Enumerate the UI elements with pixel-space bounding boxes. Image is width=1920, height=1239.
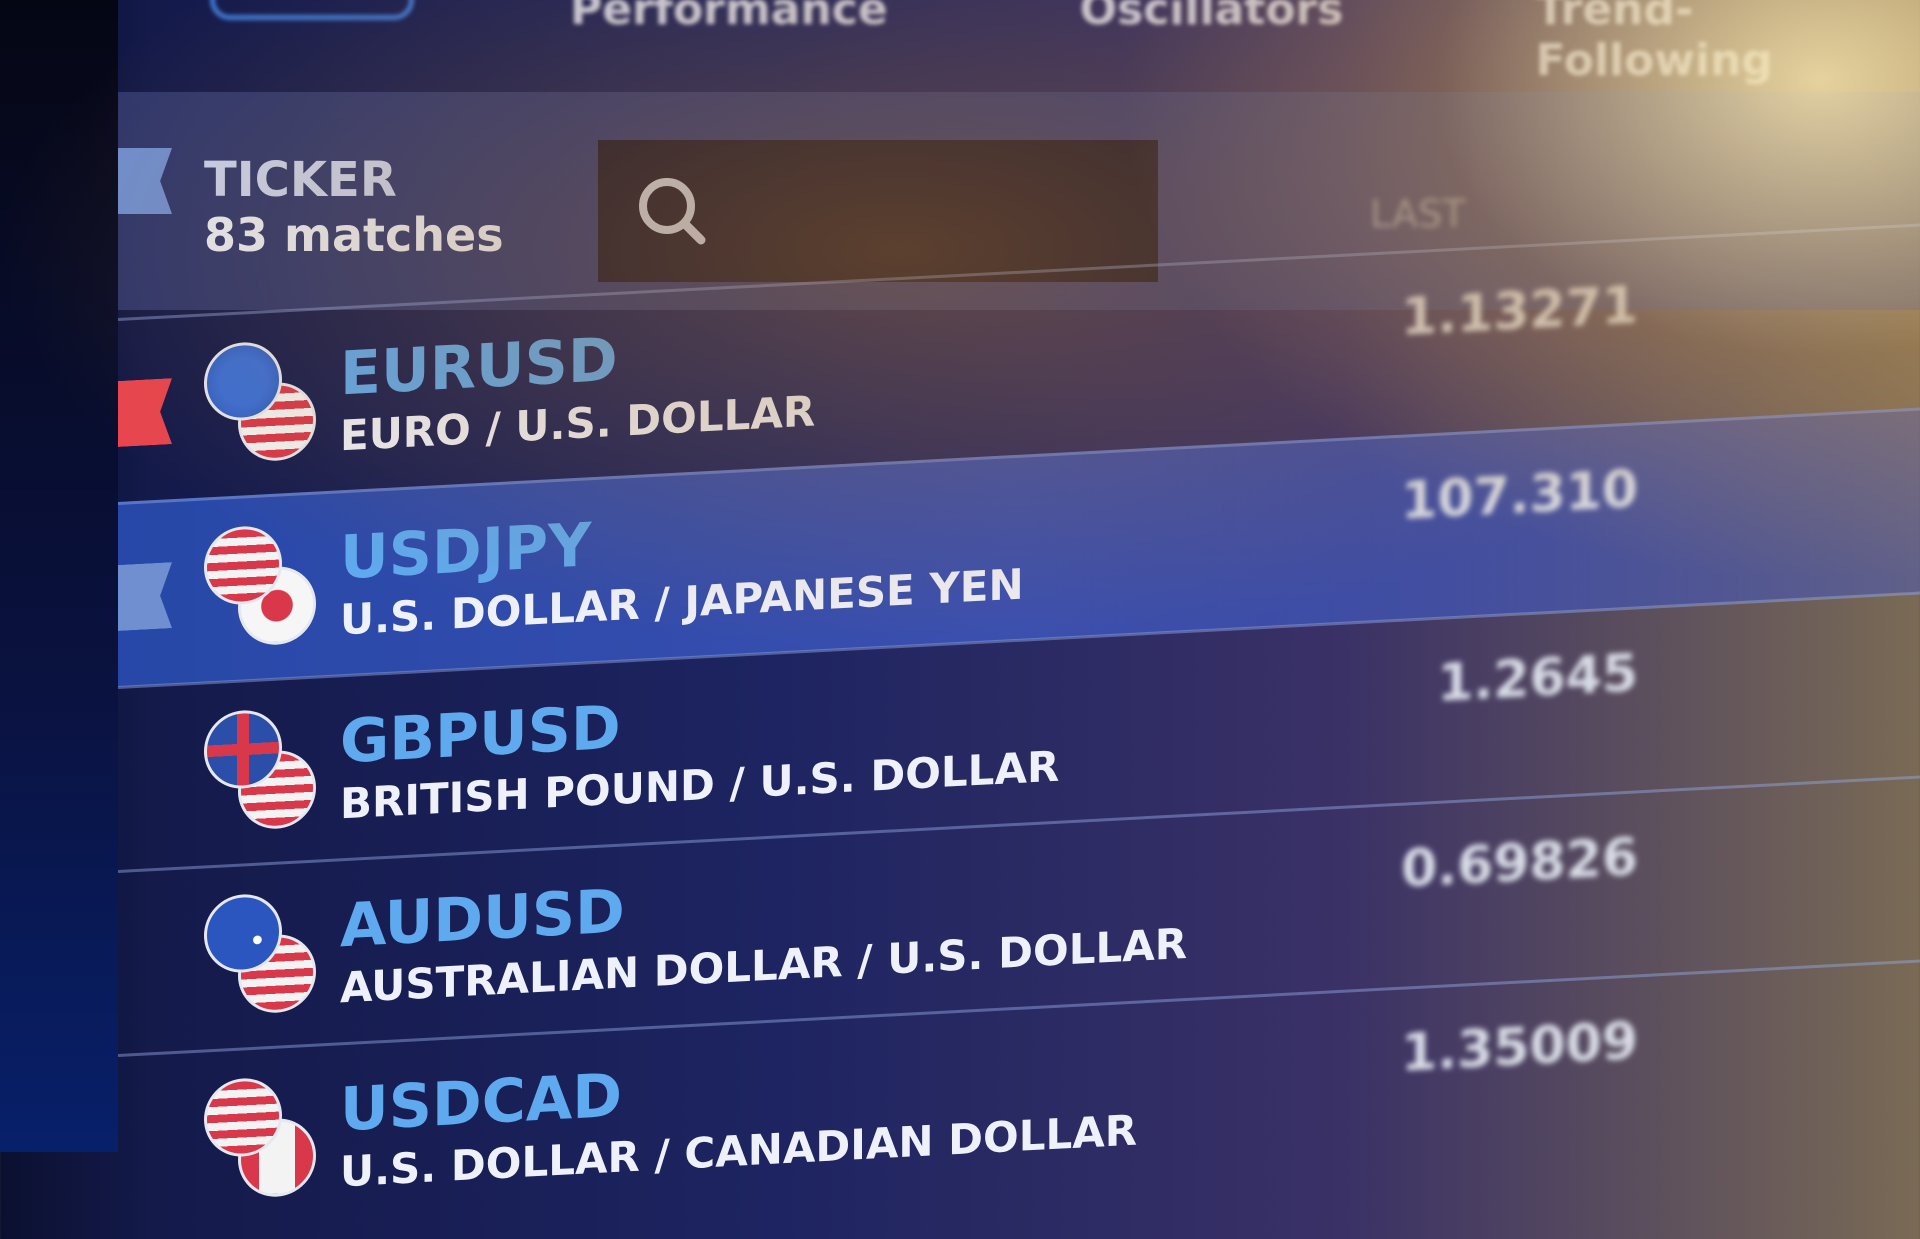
last-price: 1.13271 <box>1401 275 1638 348</box>
last-price: 1.35009 <box>1401 1011 1638 1084</box>
last-price: 107.310 <box>1401 459 1638 532</box>
search-icon <box>639 178 706 245</box>
symbol: AUDUSD <box>340 876 625 962</box>
symbol: GBPUSD <box>340 692 621 778</box>
search-box[interactable] <box>598 140 1158 282</box>
last-price: 0.69826 <box>1401 827 1638 900</box>
column-header[interactable]: LAST <box>1370 192 1466 236</box>
match-count: 83 matches <box>204 208 504 262</box>
symbol: EURUSD <box>340 324 618 410</box>
bookmark-icon[interactable] <box>118 378 172 447</box>
side-strip <box>0 0 118 1152</box>
tab[interactable]: Trend-Following <box>1535 0 1773 86</box>
last-price: 1.2645 <box>1437 643 1638 714</box>
tab[interactable]: Oscillators <box>1079 0 1344 35</box>
symbol: USDJPY <box>340 510 592 594</box>
tab[interactable]: Performance <box>570 0 888 35</box>
symbol: USDCAD <box>340 1060 623 1146</box>
tab-active[interactable] <box>210 0 415 20</box>
ticker-label: TICKER <box>204 152 397 208</box>
tab-bar: Performance Oscillators Trend-Following <box>210 0 1920 90</box>
bookmark-icon[interactable] <box>118 562 172 631</box>
